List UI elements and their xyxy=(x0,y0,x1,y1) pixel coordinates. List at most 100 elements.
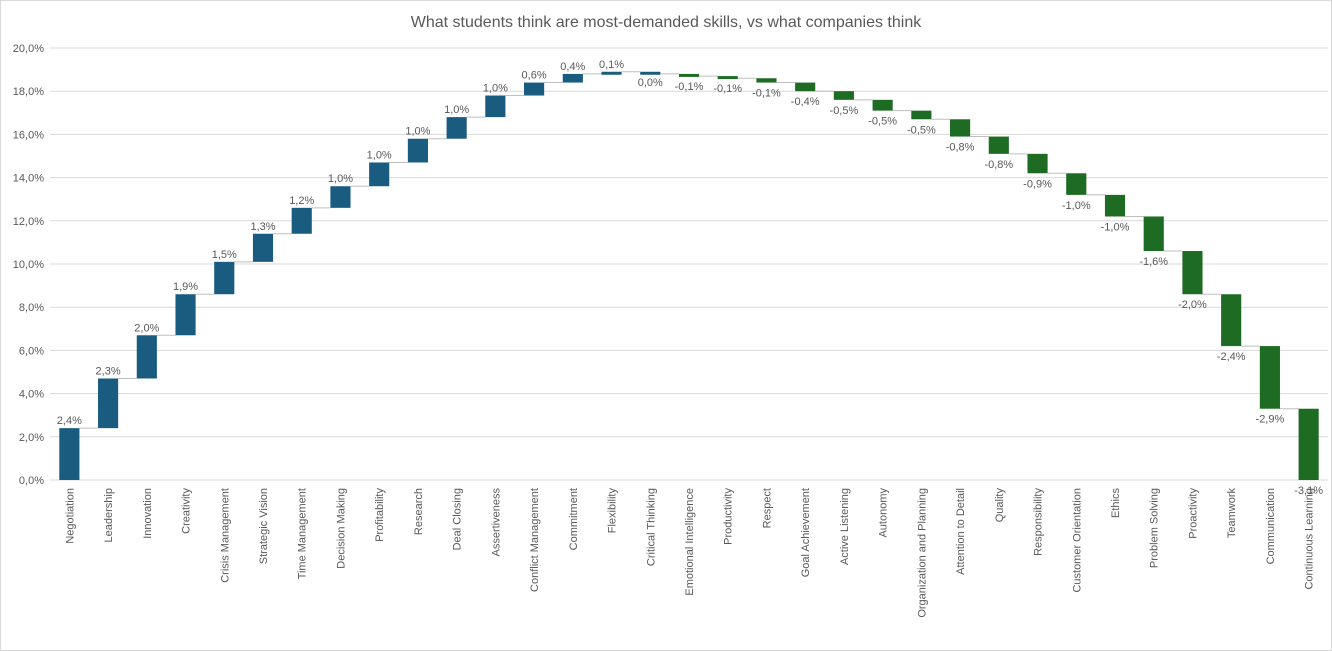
waterfall-bar xyxy=(756,78,777,83)
y-tick-label: 8,0% xyxy=(19,302,44,314)
waterfall-bar xyxy=(562,73,583,83)
data-label: -0,1% xyxy=(752,88,781,100)
data-label: -0,1% xyxy=(675,81,704,93)
data-label: -2,4% xyxy=(1217,351,1246,363)
data-label: 1,0% xyxy=(367,149,392,161)
waterfall-bar xyxy=(1027,153,1048,174)
waterfall-bar xyxy=(407,138,428,163)
waterfall-bar xyxy=(601,71,622,75)
waterfall-bar xyxy=(911,110,932,120)
data-label: 1,9% xyxy=(173,281,198,293)
chart-title: What students think are most-demanded sk… xyxy=(410,14,922,31)
waterfall-bar xyxy=(59,428,80,480)
waterfall-bar xyxy=(640,71,661,75)
waterfall-bar xyxy=(136,335,157,379)
data-label: 2,4% xyxy=(57,415,82,427)
waterfall-bar xyxy=(678,73,700,77)
category-label: Quality xyxy=(994,488,1006,523)
waterfall-bar xyxy=(1143,216,1164,252)
category-label: Productivity xyxy=(723,488,735,545)
waterfall-bar xyxy=(214,261,235,295)
category-label: Ethics xyxy=(1110,488,1122,518)
data-label: 0,4% xyxy=(560,61,585,73)
data-label: 1,0% xyxy=(405,126,430,138)
waterfall-bar xyxy=(833,91,854,100)
waterfall-bar xyxy=(717,76,738,80)
waterfall-bar xyxy=(252,233,274,262)
data-label: 0,0% xyxy=(638,77,663,89)
category-label: Innovation xyxy=(142,488,154,539)
waterfall-bar xyxy=(950,119,971,137)
category-label: Teamwork xyxy=(1226,488,1238,539)
data-label: 0,6% xyxy=(522,70,547,82)
category-label: Leadership xyxy=(103,488,115,542)
category-label: Goal Achievement xyxy=(800,488,812,577)
category-label: Respect xyxy=(761,488,773,528)
y-tick-label: 10,0% xyxy=(13,259,44,271)
data-label: -0,8% xyxy=(946,142,975,154)
waterfall-bar xyxy=(1104,194,1126,217)
category-label: Attention to Detail xyxy=(955,488,967,575)
data-label: -1,6% xyxy=(1139,256,1168,268)
y-tick-label: 6,0% xyxy=(19,345,44,357)
category-label: Creativity xyxy=(181,488,193,534)
waterfall-bar xyxy=(446,117,467,139)
waterfall-bar xyxy=(175,294,196,336)
data-label: -0,5% xyxy=(868,116,897,128)
data-label: -0,1% xyxy=(713,83,742,95)
data-label: 1,5% xyxy=(212,249,237,261)
data-label: 2,0% xyxy=(134,322,159,334)
category-label: Critical Thinking xyxy=(645,488,657,566)
data-label: -0,5% xyxy=(830,105,859,117)
waterfall-bar xyxy=(485,95,506,118)
category-label: Time Management xyxy=(297,488,309,579)
category-label: Problem Solving xyxy=(1149,488,1161,568)
data-label: 1,3% xyxy=(250,221,275,233)
data-label: 2,3% xyxy=(96,365,121,377)
category-label: Communication xyxy=(1265,488,1277,564)
category-label: Proactivity xyxy=(1187,488,1199,539)
waterfall-bar xyxy=(1221,294,1242,347)
data-label: -0,4% xyxy=(791,96,820,108)
data-label: 1,0% xyxy=(444,104,469,116)
category-label: Flexibility xyxy=(607,488,619,534)
waterfall-bar xyxy=(795,82,816,92)
category-label: Profitability xyxy=(374,488,386,542)
data-label: 0,1% xyxy=(599,59,624,71)
waterfall-bar xyxy=(1259,346,1280,409)
waterfall-bar xyxy=(1298,408,1319,480)
category-label: Deal Closing xyxy=(452,488,464,550)
category-label: Continuous Learning xyxy=(1304,488,1316,590)
y-tick-label: 14,0% xyxy=(13,173,44,185)
y-tick-label: 0,0% xyxy=(19,475,44,487)
category-label: Organization and Planning xyxy=(916,488,928,618)
category-label: Commitment xyxy=(568,488,580,550)
waterfall-bar xyxy=(872,99,893,111)
category-label: Autonomy xyxy=(878,488,890,538)
data-label: 1,0% xyxy=(328,173,353,185)
y-tick-label: 4,0% xyxy=(19,389,44,401)
category-label: Emotional Intelligence xyxy=(684,488,696,596)
waterfall-bar xyxy=(291,207,312,234)
data-label: 1,0% xyxy=(483,83,508,95)
waterfall-bar xyxy=(1066,173,1087,195)
data-label: -1,0% xyxy=(1101,221,1130,233)
y-tick-label: 20,0% xyxy=(13,43,44,55)
data-label: -2,0% xyxy=(1178,299,1207,311)
data-label: -0,5% xyxy=(907,124,936,136)
category-label: Decision Making xyxy=(335,488,347,569)
data-label: -1,0% xyxy=(1062,200,1091,212)
data-label: 1,2% xyxy=(289,195,314,207)
y-tick-label: 12,0% xyxy=(13,216,44,228)
category-label: Negotiation xyxy=(64,488,76,544)
category-label: Strategic Vision xyxy=(258,488,270,564)
waterfall-bar xyxy=(369,162,390,187)
category-label: Active Listening xyxy=(839,488,851,565)
category-label: Research xyxy=(413,488,425,535)
waterfall-bar xyxy=(330,186,351,208)
y-tick-label: 2,0% xyxy=(19,432,44,444)
y-tick-label: 18,0% xyxy=(13,86,44,98)
data-label: -0,8% xyxy=(984,159,1013,171)
